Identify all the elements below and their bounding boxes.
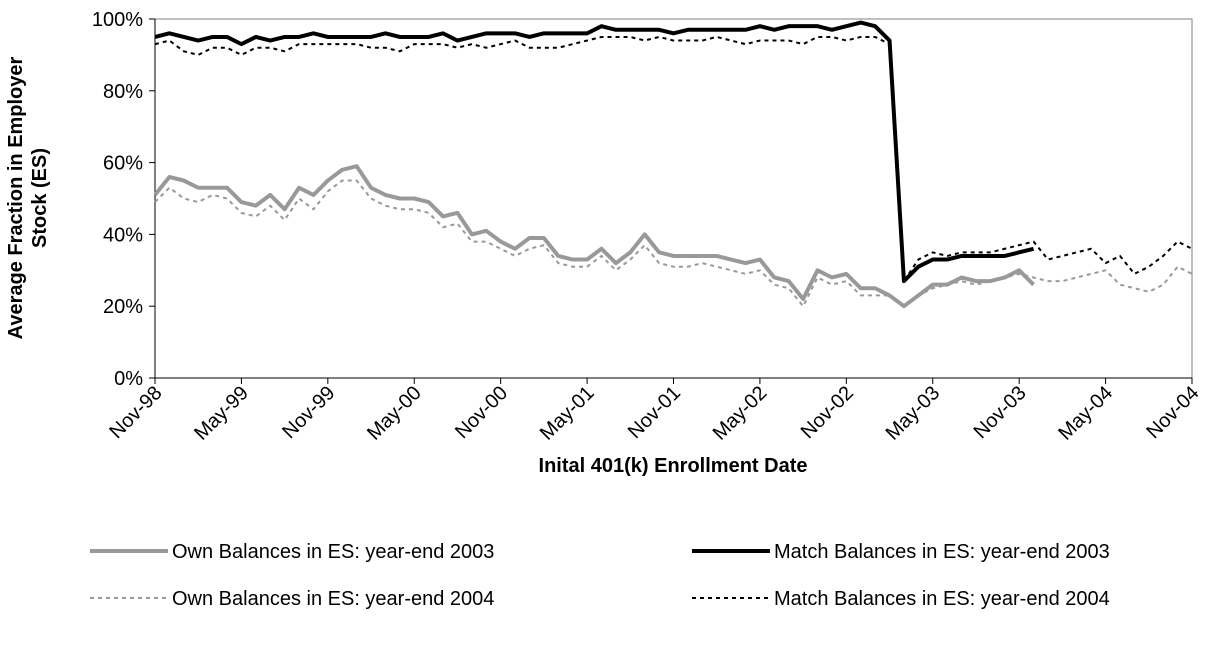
x-tick-label: May-04 bbox=[1054, 382, 1117, 445]
x-tick-label: May-02 bbox=[709, 382, 772, 445]
x-tick-label: Nov-04 bbox=[1142, 382, 1203, 443]
plot-border bbox=[154, 18, 1193, 379]
y-axis-title: Average Fraction in Employer Stock (ES) bbox=[5, 56, 51, 339]
y-tick-label: 100% bbox=[92, 9, 143, 31]
x-axis-title: Inital 401(k) Enrollment Date bbox=[539, 455, 808, 477]
series-line bbox=[154, 179, 1193, 308]
legend-label: Match Balances in ES: year-end 2004 bbox=[774, 588, 1110, 610]
legend-label: Match Balances in ES: year-end 2003 bbox=[774, 541, 1110, 563]
y-tick-label: 80% bbox=[103, 81, 143, 103]
x-tick-label: May-00 bbox=[363, 382, 426, 445]
y-tick-label: 40% bbox=[103, 224, 143, 246]
series-line bbox=[154, 20, 1035, 284]
x-tick-label: Nov-02 bbox=[797, 382, 858, 443]
x-tick-label: Nov-99 bbox=[278, 382, 339, 443]
y-tick-label: 60% bbox=[103, 153, 143, 175]
legend-label: Own Balances in ES: year-end 2004 bbox=[172, 588, 494, 610]
series-line bbox=[153, 164, 1035, 309]
legend-label: Own Balances in ES: year-end 2003 bbox=[172, 541, 494, 563]
y-axis-title-line: Stock (ES) bbox=[29, 148, 51, 248]
x-tick-label: May-99 bbox=[190, 382, 253, 445]
series-line bbox=[154, 35, 1193, 283]
x-tick-label: May-03 bbox=[882, 382, 945, 445]
y-tick-label: 0% bbox=[114, 368, 143, 390]
x-tick-label: Nov-03 bbox=[970, 382, 1031, 443]
x-tick-label: May-01 bbox=[536, 382, 599, 445]
y-tick-label: 20% bbox=[103, 296, 143, 318]
x-tick-label: Nov-01 bbox=[624, 382, 685, 443]
x-tick-label: Nov-00 bbox=[451, 382, 512, 443]
y-axis-title-line: Average Fraction in Employer bbox=[5, 56, 27, 339]
x-tick-label: Nov-98 bbox=[105, 382, 166, 443]
